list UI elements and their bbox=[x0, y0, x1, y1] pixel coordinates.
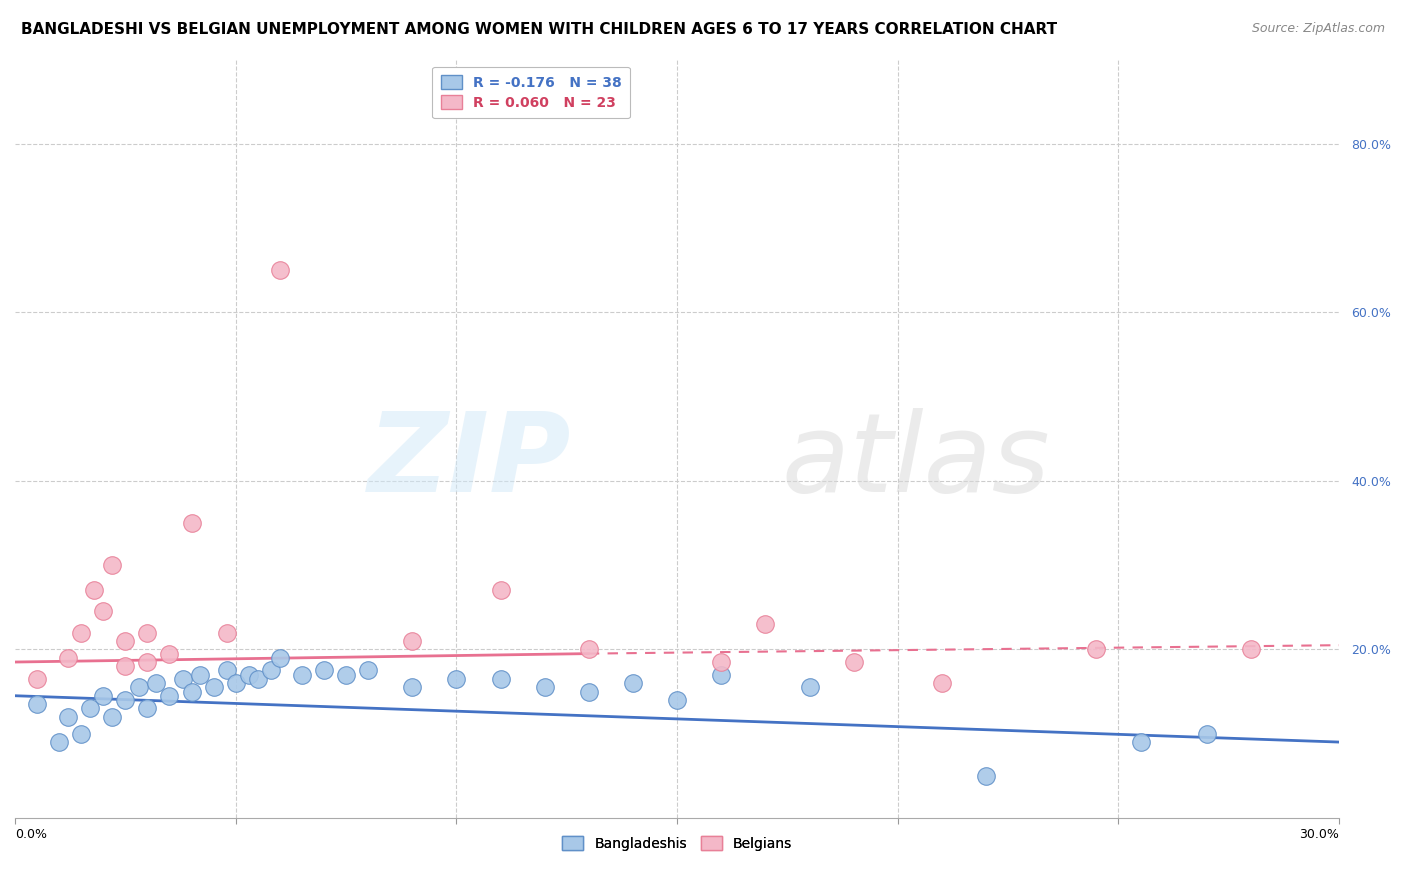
Point bbox=[215, 664, 238, 678]
Point bbox=[48, 735, 70, 749]
Point bbox=[101, 710, 124, 724]
Point bbox=[754, 617, 776, 632]
Point bbox=[621, 676, 644, 690]
Point bbox=[136, 655, 159, 669]
Point bbox=[159, 689, 181, 703]
Point bbox=[56, 710, 79, 724]
Point bbox=[180, 516, 202, 530]
Point bbox=[246, 672, 269, 686]
Point bbox=[269, 650, 291, 665]
Point bbox=[128, 681, 150, 695]
Text: Source: ZipAtlas.com: Source: ZipAtlas.com bbox=[1251, 22, 1385, 36]
Point bbox=[172, 672, 194, 686]
Point bbox=[489, 583, 512, 598]
Point bbox=[799, 681, 821, 695]
Point bbox=[202, 681, 225, 695]
Point bbox=[401, 634, 423, 648]
Point bbox=[1240, 642, 1263, 657]
Point bbox=[25, 697, 48, 711]
Point bbox=[446, 672, 468, 686]
Point bbox=[974, 769, 997, 783]
Point bbox=[666, 693, 689, 707]
Point bbox=[489, 672, 512, 686]
Point bbox=[114, 659, 136, 673]
Point bbox=[238, 667, 260, 681]
Point bbox=[533, 681, 555, 695]
Point bbox=[291, 667, 314, 681]
Point bbox=[215, 625, 238, 640]
Point bbox=[335, 667, 357, 681]
Point bbox=[83, 583, 105, 598]
Point bbox=[114, 634, 136, 648]
Point bbox=[312, 664, 335, 678]
Point bbox=[136, 701, 159, 715]
Point bbox=[1195, 726, 1218, 740]
Text: BANGLADESHI VS BELGIAN UNEMPLOYMENT AMONG WOMEN WITH CHILDREN AGES 6 TO 17 YEARS: BANGLADESHI VS BELGIAN UNEMPLOYMENT AMON… bbox=[21, 22, 1057, 37]
Point bbox=[260, 664, 283, 678]
Legend: Bangladeshis, Belgians: Bangladeshis, Belgians bbox=[557, 830, 797, 856]
Point bbox=[225, 676, 247, 690]
Point bbox=[79, 701, 101, 715]
Point bbox=[56, 650, 79, 665]
Text: atlas: atlas bbox=[782, 408, 1050, 515]
Point bbox=[578, 642, 600, 657]
Point bbox=[145, 676, 167, 690]
Point bbox=[180, 684, 202, 698]
Point bbox=[70, 625, 93, 640]
Point bbox=[357, 664, 380, 678]
Text: ZIP: ZIP bbox=[367, 408, 571, 515]
Point bbox=[401, 681, 423, 695]
Point bbox=[578, 684, 600, 698]
Point bbox=[269, 263, 291, 277]
Point bbox=[931, 676, 953, 690]
Point bbox=[710, 667, 733, 681]
Point bbox=[114, 693, 136, 707]
Point bbox=[190, 667, 212, 681]
Point bbox=[91, 689, 114, 703]
Point bbox=[159, 647, 181, 661]
Point bbox=[101, 558, 124, 573]
Point bbox=[710, 655, 733, 669]
Point bbox=[842, 655, 865, 669]
Point bbox=[1129, 735, 1152, 749]
Point bbox=[136, 625, 159, 640]
Point bbox=[91, 605, 114, 619]
Point bbox=[25, 672, 48, 686]
Point bbox=[70, 726, 93, 740]
Point bbox=[1085, 642, 1108, 657]
